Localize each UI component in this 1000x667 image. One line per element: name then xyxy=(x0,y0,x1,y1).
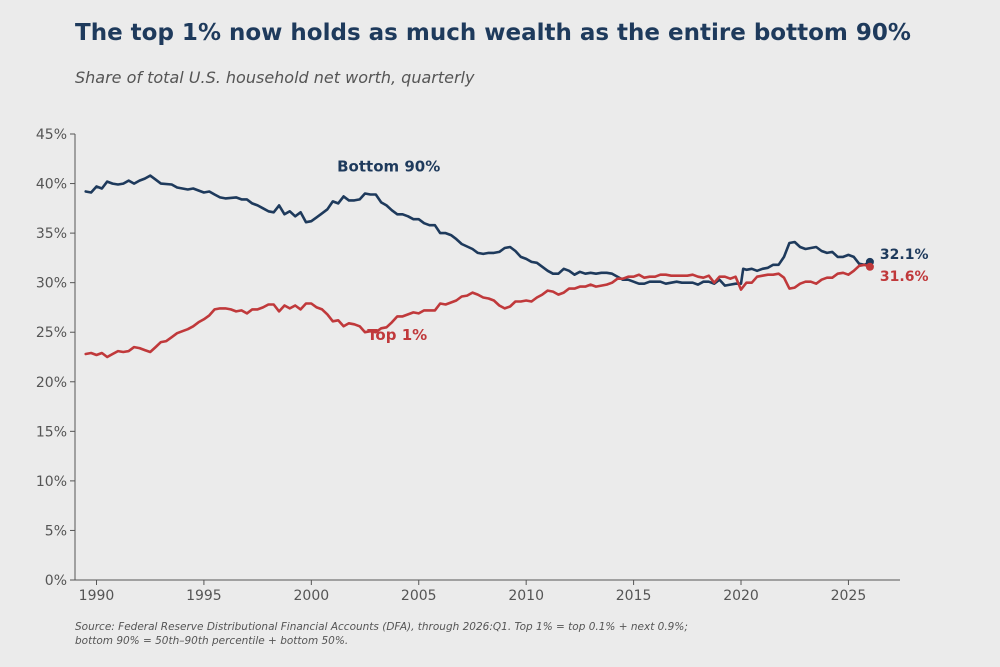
x-tick-label: 2015 xyxy=(616,588,652,604)
y-tick-label: 5% xyxy=(45,523,67,539)
chart-labels: Bottom 90% 32.1% Top 1% 31.6% xyxy=(337,158,928,344)
end-point-top-1 xyxy=(865,262,874,271)
chart-title: The top 1% now holds as much wealth as t… xyxy=(75,20,911,46)
x-tick-label: 2010 xyxy=(508,588,544,604)
y-tick-label: 10% xyxy=(36,474,67,490)
y-tick-label: 25% xyxy=(36,325,67,341)
series-label-top-1: Top 1% xyxy=(367,326,427,344)
series-line-bottom-90 xyxy=(84,174,872,287)
y-tick-label: 30% xyxy=(36,276,67,292)
y-tick-label: 0% xyxy=(45,573,67,589)
source-line-2: bottom 90% = 50th–90th percentile + bott… xyxy=(75,635,349,647)
x-tick-label: 1995 xyxy=(186,588,222,604)
y-tick-label: 45% xyxy=(36,127,67,143)
x-tick-label: 1990 xyxy=(79,588,115,604)
y-tick-label: 35% xyxy=(36,226,67,242)
chart-subtitle: Share of total U.S. household net worth,… xyxy=(75,68,475,87)
source-line-1: Source: Federal Reserve Distributional F… xyxy=(75,621,688,633)
x-tick-label: 2020 xyxy=(723,588,759,604)
source-note: Source: Federal Reserve Distributional F… xyxy=(75,620,715,648)
chart-axes: 0% 5% 10% 15% 20% 25% 30% 35% 40% 45% 1990 1995 2000… xyxy=(36,127,900,604)
y-tick-label: 15% xyxy=(36,424,67,440)
x-tick-label: 2025 xyxy=(831,588,867,604)
x-tick-label: 2000 xyxy=(294,588,330,604)
end-label-bottom-90: 32.1% xyxy=(880,247,929,263)
end-label-top-1: 31.6% xyxy=(880,269,929,285)
y-tick-label: 20% xyxy=(36,375,67,391)
series-line-top-1 xyxy=(84,263,872,359)
y-tick-label: 40% xyxy=(36,177,67,193)
chart-series xyxy=(84,174,874,359)
series-label-bottom-90: Bottom 90% xyxy=(337,158,440,176)
x-tick-label: 2005 xyxy=(401,588,437,604)
